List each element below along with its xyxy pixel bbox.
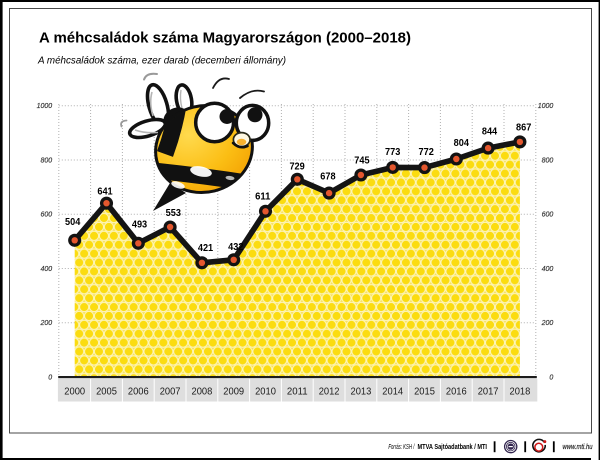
svg-text:800: 800: [41, 157, 53, 164]
svg-text:200: 200: [541, 320, 554, 327]
svg-text:2017: 2017: [478, 387, 499, 398]
svg-text:729: 729: [289, 161, 305, 172]
svg-text:773: 773: [385, 147, 401, 158]
svg-text:493: 493: [132, 220, 148, 231]
svg-text:553: 553: [166, 208, 182, 219]
svg-text:772: 772: [419, 147, 435, 158]
svg-text:400: 400: [542, 266, 554, 273]
svg-text:www.mti.hu: www.mti.hu: [563, 442, 593, 451]
svg-text:2008: 2008: [192, 387, 213, 398]
svg-text:0: 0: [549, 374, 553, 381]
svg-text:MTVA Sajtóadatbank / MTI: MTVA Sajtóadatbank / MTI: [418, 442, 488, 451]
svg-text:504: 504: [65, 217, 81, 228]
svg-text:844: 844: [482, 126, 498, 137]
svg-text:2013: 2013: [351, 387, 372, 398]
svg-text:2014: 2014: [382, 387, 403, 398]
svg-text:A méhcsaládok száma Magyarorsz: A méhcsaládok száma Magyarországon (2000…: [39, 30, 411, 46]
svg-text:2009: 2009: [223, 387, 244, 398]
svg-text:2015: 2015: [414, 387, 435, 398]
svg-text:0: 0: [48, 374, 52, 381]
svg-text:804: 804: [454, 138, 470, 149]
svg-text:400: 400: [41, 266, 53, 273]
svg-text:867: 867: [516, 123, 532, 134]
svg-text:2018: 2018: [510, 387, 531, 398]
svg-text:611: 611: [255, 191, 271, 202]
svg-text:A méhcsaládok száma, ezer dara: A méhcsaládok száma, ezer darab (decembe…: [37, 55, 286, 66]
svg-text:2007: 2007: [160, 387, 181, 398]
svg-text:200: 200: [40, 320, 53, 327]
svg-text:600: 600: [41, 212, 53, 219]
svg-text:600: 600: [542, 212, 554, 219]
svg-text:421: 421: [198, 243, 214, 254]
svg-text:678: 678: [320, 172, 336, 183]
svg-text:800: 800: [542, 157, 554, 164]
svg-text:432: 432: [228, 242, 244, 253]
svg-text:Forrás: KSH /: Forrás: KSH /: [388, 442, 415, 451]
svg-text:641: 641: [97, 187, 113, 198]
svg-text:2006: 2006: [128, 387, 149, 398]
svg-text:2016: 2016: [446, 387, 467, 398]
svg-text:745: 745: [354, 156, 370, 167]
svg-text:2005: 2005: [96, 387, 117, 398]
svg-text:1000: 1000: [37, 103, 53, 110]
svg-text:2012: 2012: [319, 387, 340, 398]
svg-text:2010: 2010: [255, 387, 276, 398]
svg-text:1000: 1000: [538, 103, 554, 110]
svg-text:2011: 2011: [287, 387, 308, 398]
svg-text:2000: 2000: [64, 387, 85, 398]
